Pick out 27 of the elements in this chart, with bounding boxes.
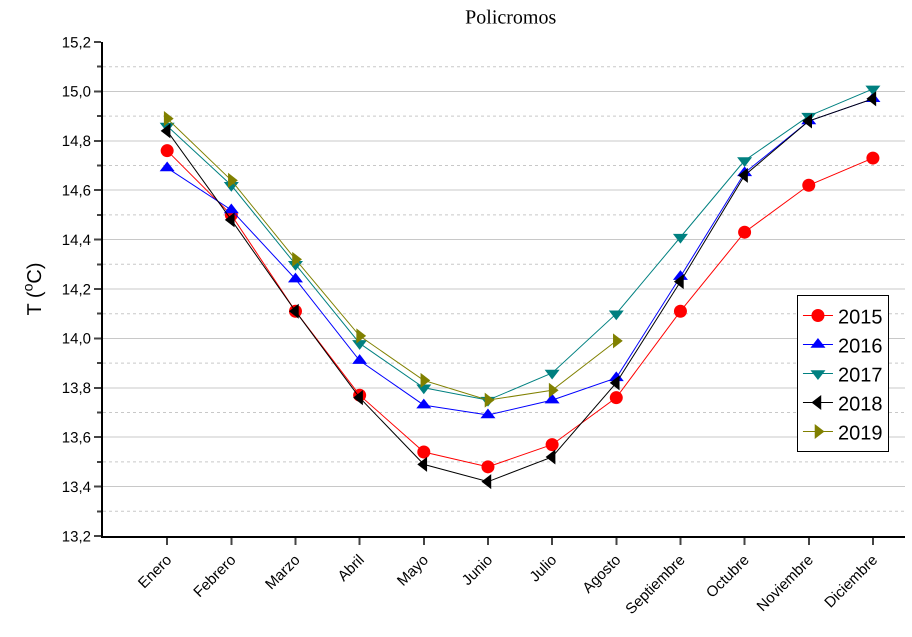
y-tick-label: 15,2 <box>62 34 91 52</box>
y-tick-label: 14,6 <box>62 182 91 200</box>
legend-label: 2017 <box>838 364 882 386</box>
point <box>674 304 687 318</box>
y-tick-label: 13,8 <box>62 380 91 398</box>
point <box>417 446 430 459</box>
y-tick-label: 14,0 <box>62 330 91 348</box>
y-tick-label: 14,2 <box>62 281 91 298</box>
y-tick-label: 13,4 <box>62 478 91 496</box>
y-tick-label: 13,2 <box>62 528 91 546</box>
point <box>481 460 494 474</box>
y-tick-label: 14,4 <box>62 232 91 249</box>
x-tick-label: Julio <box>526 552 560 586</box>
y-tick-label: 14,8 <box>62 133 91 150</box>
point <box>866 152 880 165</box>
point <box>160 144 174 158</box>
legend-label: 2015 <box>838 306 882 328</box>
point <box>610 391 623 404</box>
y-tick-label: 15,0 <box>62 84 91 101</box>
legend-label: 2018 <box>838 393 882 416</box>
point <box>802 178 816 192</box>
chart-title: Policromos <box>465 6 556 29</box>
point <box>738 226 752 239</box>
legend-label: 2016 <box>838 335 882 358</box>
point <box>546 438 559 452</box>
legend-label: 2019 <box>838 422 882 444</box>
y-tick-label: 13,6 <box>62 429 91 446</box>
